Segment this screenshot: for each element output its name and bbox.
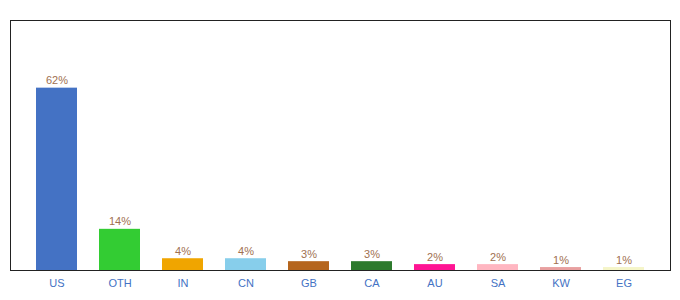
svg-text:1%: 1%: [553, 254, 569, 266]
svg-text:OTH: OTH: [108, 277, 131, 289]
svg-text:EG: EG: [616, 277, 632, 289]
svg-text:IN: IN: [178, 277, 189, 289]
svg-text:2%: 2%: [490, 251, 506, 263]
svg-text:14%: 14%: [109, 215, 131, 227]
svg-text:4%: 4%: [175, 245, 191, 257]
svg-text:62%: 62%: [46, 74, 68, 86]
svg-text:KW: KW: [552, 277, 570, 289]
svg-text:CA: CA: [364, 277, 380, 289]
svg-text:GB: GB: [301, 277, 317, 289]
svg-text:1%: 1%: [616, 254, 632, 266]
svg-text:3%: 3%: [301, 248, 317, 260]
svg-text:CN: CN: [238, 277, 254, 289]
svg-text:US: US: [49, 277, 64, 289]
svg-text:AU: AU: [427, 277, 442, 289]
svg-text:SA: SA: [491, 277, 506, 289]
svg-text:2%: 2%: [427, 251, 443, 263]
svg-text:3%: 3%: [364, 248, 380, 260]
svg-text:4%: 4%: [238, 245, 254, 257]
